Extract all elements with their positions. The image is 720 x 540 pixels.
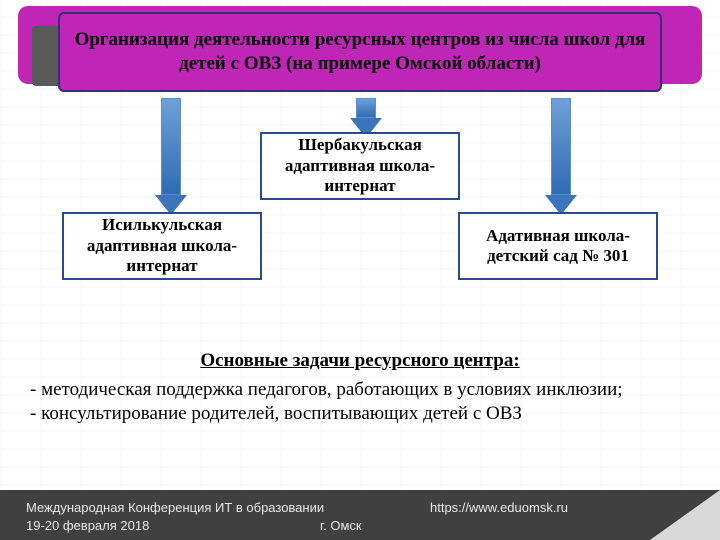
arrow-shaft (551, 98, 571, 195)
footer-city: г. Омск (320, 518, 362, 533)
arrow-down-icon (155, 98, 187, 215)
arrow-shaft (356, 98, 376, 118)
footer-dates: 19-20 февраля 2018 (26, 518, 149, 533)
node-label: Шербакульская адаптивная школа-интернат (268, 135, 452, 196)
header-title: Организация деятельности ресурсных центр… (70, 28, 650, 76)
tasks-item: - консультирование родителей, воспитываю… (30, 402, 690, 426)
tasks-title: Основные задачи ресурсного центра: (30, 350, 690, 372)
node-right: Адативная школа-детский сад № 301 (458, 212, 658, 280)
arrow-down-icon (545, 98, 577, 215)
node-center: Шербакульская адаптивная школа-интернат (260, 132, 460, 200)
slide: Организация деятельности ресурсных центр… (0, 0, 720, 540)
tasks-section: Основные задачи ресурсного центра: - мет… (30, 350, 690, 426)
node-label: Адативная школа-детский сад № 301 (466, 226, 650, 267)
header-title-box: Организация деятельности ресурсных центр… (58, 12, 662, 92)
footer-conference: Международная Конференция ИТ в образован… (26, 500, 324, 515)
node-label: Исилькульская адаптивная школа-интернат (70, 215, 254, 276)
tasks-item: - методическая поддержка педагогов, рабо… (30, 378, 690, 402)
arrow-shaft (161, 98, 181, 195)
footer: Международная Конференция ИТ в образован… (0, 490, 720, 540)
footer-url: https://www.eduomsk.ru (430, 500, 568, 515)
header: Организация деятельности ресурсных центр… (18, 8, 702, 96)
footer-triangle (650, 490, 720, 540)
tasks-body: - методическая поддержка педагогов, рабо… (30, 378, 690, 426)
node-left: Исилькульская адаптивная школа-интернат (62, 212, 262, 280)
